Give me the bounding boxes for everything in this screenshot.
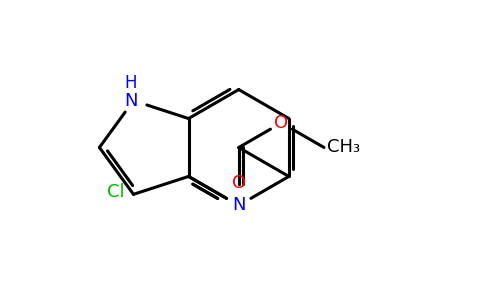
- Text: N: N: [232, 196, 245, 214]
- Text: H: H: [125, 74, 137, 92]
- Text: O: O: [232, 174, 246, 192]
- Text: O: O: [274, 114, 288, 132]
- Text: N: N: [124, 92, 138, 110]
- Text: CH₃: CH₃: [327, 139, 360, 157]
- Text: Cl: Cl: [107, 183, 124, 201]
